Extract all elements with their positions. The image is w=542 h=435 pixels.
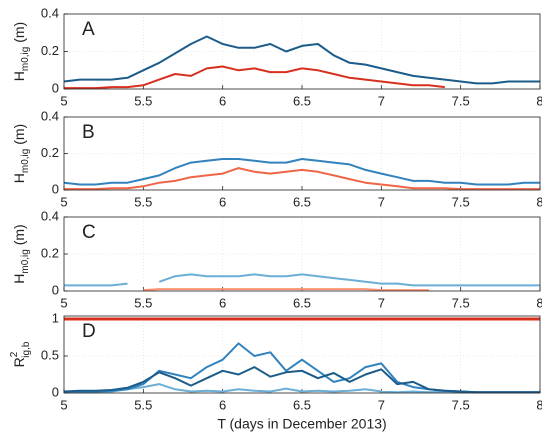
panel-label: C — [82, 222, 96, 243]
x-axis-label: T (days in December 2013) — [217, 416, 386, 432]
x-tick-label: 6 — [219, 194, 226, 209]
y-tick-label: 1 — [52, 310, 59, 325]
data-line — [64, 167, 540, 191]
x-tick-label: 7.5 — [452, 397, 470, 412]
y-label-sub: m0,ig — [20, 249, 31, 273]
y-label-sub: m0,ig — [20, 149, 31, 173]
x-tick-label: 6.5 — [293, 397, 311, 412]
panel: 5 5.5 6 6.5 7 7.5 8 0 0.2 0.4 C Hm0,ig (m) — [11, 208, 542, 310]
x-tick-label: 5 — [60, 93, 67, 108]
y-tick-label: 0.2 — [41, 245, 59, 260]
panel-label: B — [82, 122, 95, 143]
plot-frame — [63, 116, 541, 191]
y-tick-label: 0.4 — [41, 208, 59, 223]
x-tick-label: 8 — [536, 93, 542, 108]
y-label-unit: (m) — [11, 224, 27, 249]
x-tick-label: 5.5 — [134, 295, 152, 310]
x-tick-label: 8 — [536, 194, 542, 209]
x-tick-label: 5.5 — [134, 397, 152, 412]
x-tick-label: 6.5 — [293, 93, 311, 108]
data-line — [64, 273, 540, 287]
data-line — [143, 288, 429, 292]
y-tick-label: 0 — [52, 282, 59, 297]
x-tick-label: 7 — [378, 295, 385, 310]
plot-frame — [63, 315, 541, 394]
y-tick-label: 0.2 — [41, 145, 59, 160]
x-tick-label: 6 — [219, 295, 226, 310]
y-label-sub: ig,b — [21, 341, 32, 358]
x-tick-label: 8 — [536, 295, 542, 310]
panel-label: A — [82, 19, 95, 40]
plot-frame — [63, 216, 541, 292]
y-tick-label: 0 — [52, 181, 59, 196]
y-tick-label: 0.4 — [41, 108, 59, 123]
x-tick-label: 5.5 — [134, 194, 152, 209]
plot-frame — [63, 13, 541, 90]
y-label-sup: 2 — [9, 351, 20, 357]
x-tick-label: 5 — [60, 194, 67, 209]
x-tick-label: 6 — [219, 93, 226, 108]
x-tick-label: 7 — [378, 194, 385, 209]
x-tick-label: 7.5 — [452, 93, 470, 108]
y-axis-label: Hm0,ig (m) — [11, 124, 31, 183]
y-label-unit: (m) — [11, 22, 27, 47]
y-axis-label: Hm0,ig (m) — [11, 224, 31, 283]
panel: 5 5.5 6 6.5 7 7.5 8 0 0.2 0.4 B Hm0,ig (m) — [11, 108, 542, 209]
y-label-unit: (m) — [11, 124, 27, 149]
y-tick-label: 0.2 — [41, 43, 59, 58]
y-label-main: H — [11, 71, 27, 81]
data-line — [64, 65, 445, 90]
x-tick-label: 6 — [219, 397, 226, 412]
y-axis-label: R2ig,b — [9, 341, 32, 367]
x-tick-label: 5.5 — [134, 93, 152, 108]
y-axis-label: Hm0,ig (m) — [11, 22, 31, 81]
x-tick-label: 7 — [378, 93, 385, 108]
panel-label: D — [82, 321, 96, 342]
x-tick-label: 6.5 — [293, 194, 311, 209]
y-tick-label: 0.4 — [41, 5, 59, 20]
y-label-sub: m0,ig — [20, 47, 31, 71]
panel: 5 5.5 6 6.5 7 7.5 8 0 0.2 0.4 A Hm0,ig (m) — [11, 5, 542, 108]
data-line — [63, 158, 540, 186]
panel: 5 5.5 6 6.5 7 7.5 8 0 0.5 1 D R2ig,b T (days in Dece… — [9, 310, 542, 431]
y-label-main: H — [11, 274, 27, 284]
x-tick-label: 7 — [378, 397, 385, 412]
x-tick-label: 7.5 — [452, 194, 470, 209]
x-tick-label: 6.5 — [293, 295, 311, 310]
y-tick-label: 0 — [52, 80, 59, 95]
x-tick-label: 5 — [60, 295, 67, 310]
data-line — [63, 366, 540, 394]
x-tick-label: 7.5 — [452, 295, 470, 310]
y-label-main: R — [11, 357, 27, 367]
y-label-main: H — [11, 173, 27, 183]
y-tick-label: 0 — [52, 384, 59, 399]
x-tick-label: 5 — [60, 397, 67, 412]
x-tick-label: 8 — [536, 397, 542, 412]
y-tick-label: 0.5 — [41, 347, 59, 362]
data-line — [63, 35, 540, 85]
